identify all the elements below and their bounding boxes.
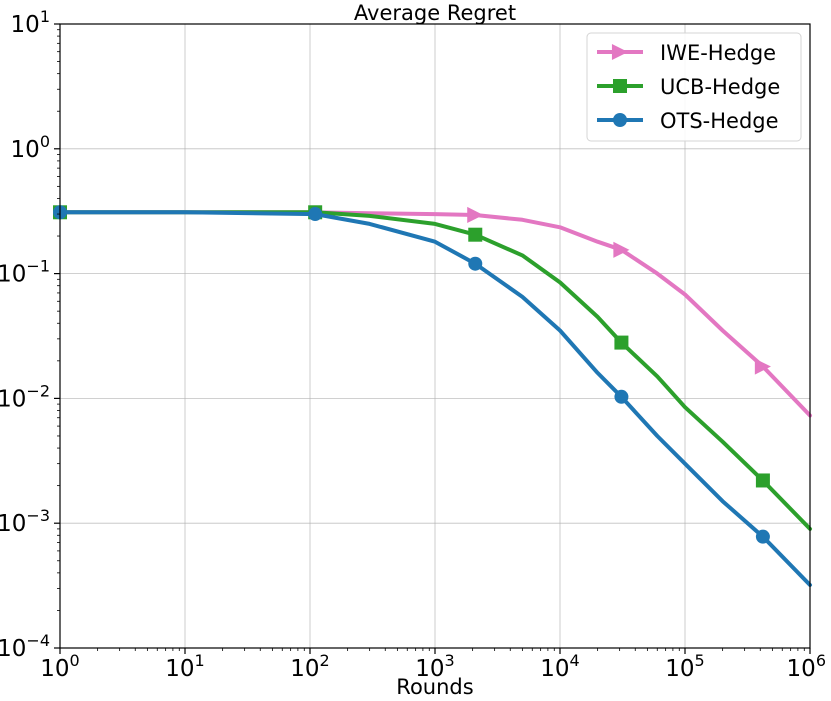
data-point-ucb-hedge [468, 227, 483, 242]
legend-item-ucb-hedge: UCB-Hedge [597, 75, 780, 99]
y-tick-label: 10−2 [0, 381, 50, 412]
data-point-ots-hedge [308, 207, 323, 222]
chart-title: Average Regret [354, 1, 516, 25]
x-axis-ticks: 100 101 102 103 104 105 106 [40, 648, 826, 682]
x-tick-label: 104 [540, 651, 579, 682]
legend-swatch-marker [613, 79, 627, 93]
data-point-ots-hedge [614, 389, 629, 404]
legend-label: IWE-Hedge [660, 41, 776, 65]
x-tick-label-base: 10 [665, 656, 694, 682]
x-tick-label-base: 10 [290, 656, 319, 682]
legend-item-ots-hedge: OTS-Hedge [597, 109, 779, 133]
x-tick-label: 106 [787, 651, 826, 682]
y-tick-label-base: 10 [0, 511, 26, 537]
y-tick-label-exponent: −2 [26, 381, 50, 400]
series-line-ots-hedge [58, 210, 812, 587]
y-tick-label: 10−3 [0, 506, 50, 537]
x-tick-label-exponent: 3 [445, 651, 455, 670]
x-tick-label-base: 10 [165, 656, 194, 682]
data-point-iwe-hedge [613, 241, 630, 258]
data-point-ucb-hedge [755, 473, 770, 488]
x-tick-label: 103 [415, 651, 454, 682]
y-tick-label-base: 10 [0, 262, 26, 288]
legend-item-iwe-hedge: IWE-Hedge [597, 41, 776, 65]
x-tick-label: 102 [290, 651, 329, 682]
legend-swatch-marker [613, 113, 627, 127]
x-tick-label-base: 10 [415, 656, 444, 682]
y-tick-label-base: 10 [11, 12, 40, 38]
series-lines [53, 205, 812, 587]
y-tick-label-exponent: 0 [40, 132, 50, 151]
data-point-iwe-hedge [754, 358, 771, 375]
x-tick-label: 100 [40, 651, 79, 682]
x-axis-label: Rounds [396, 675, 473, 699]
y-tick-label: 10−4 [0, 631, 50, 662]
data-point-iwe-hedge [467, 206, 484, 224]
x-tick-label-exponent: 0 [70, 651, 80, 670]
y-tick-label: 10−1 [0, 257, 50, 288]
data-point-ots-hedge [755, 529, 770, 544]
x-tick-label: 105 [665, 651, 704, 682]
legend-label: UCB-Hedge [660, 75, 780, 99]
x-tick-label-base: 10 [787, 656, 816, 682]
y-tick-label-base: 10 [0, 386, 26, 412]
series-ucb-hedge [53, 205, 812, 531]
x-tick-label-exponent: 1 [195, 651, 205, 670]
series-ots-hedge [53, 205, 812, 587]
y-tick-label-base: 10 [0, 636, 26, 662]
x-tick-label-exponent: 2 [320, 651, 330, 670]
y-tick-label: 101 [11, 7, 50, 38]
y-tick-label: 100 [11, 132, 50, 163]
y-tick-label-exponent: −4 [26, 631, 50, 650]
x-tick-label-exponent: 6 [816, 651, 826, 670]
legend-swatch-marker [611, 43, 629, 61]
y-tick-label-exponent: −3 [26, 506, 50, 525]
y-tick-label-base: 10 [11, 137, 40, 163]
x-tick-label-base: 10 [40, 656, 69, 682]
x-tick-label-base: 10 [540, 656, 569, 682]
x-tick-label: 101 [165, 651, 204, 682]
y-tick-label-exponent: −1 [26, 257, 50, 276]
data-point-ots-hedge [468, 256, 483, 271]
y-tick-label-exponent: 1 [40, 7, 50, 26]
data-point-ucb-hedge [614, 335, 629, 350]
x-tick-label-exponent: 5 [695, 651, 705, 670]
x-tick-label-exponent: 4 [570, 651, 580, 670]
legend: IWE-Hedge UCB-Hedge OTS-Hedge [586, 32, 802, 142]
legend-box [586, 32, 802, 142]
series-line-ucb-hedge [58, 210, 812, 531]
legend-label: OTS-Hedge [660, 109, 779, 133]
